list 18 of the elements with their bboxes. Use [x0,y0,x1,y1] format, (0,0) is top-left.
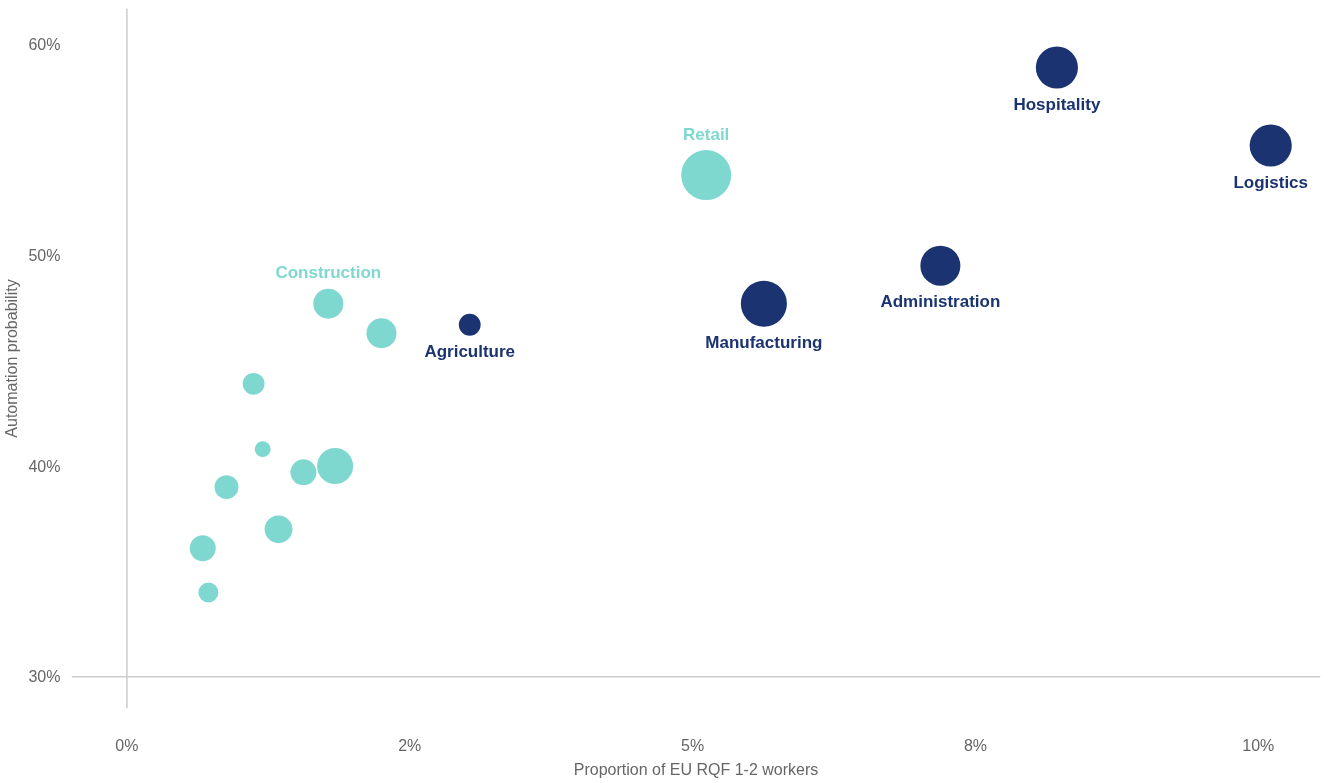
annotation: Retail [683,124,730,144]
annotation: Administration [880,292,1001,312]
annotation: Hospitality [1013,95,1101,115]
x-tick-label: 10% [1242,736,1275,754]
y-tick-label: 40% [28,457,61,475]
annotation: Logistics [1233,173,1309,193]
y-tick-label: 50% [28,246,61,264]
x-tick-label: 0% [115,736,139,754]
x-tick-label: 5% [681,736,705,754]
y-axis-title: Automation probability [3,279,21,438]
y-tick-label: 30% [28,668,61,686]
y-tick-label: 60% [28,35,61,53]
annotation: Construction [275,263,382,283]
annotation: Agriculture [424,342,516,362]
x-tick-label: 2% [398,736,422,754]
x-tick-label: 8% [963,736,987,754]
x-axis-title: Proportion of EU RQF 1-2 workers [573,760,819,778]
annotation: Manufacturing [705,333,823,353]
